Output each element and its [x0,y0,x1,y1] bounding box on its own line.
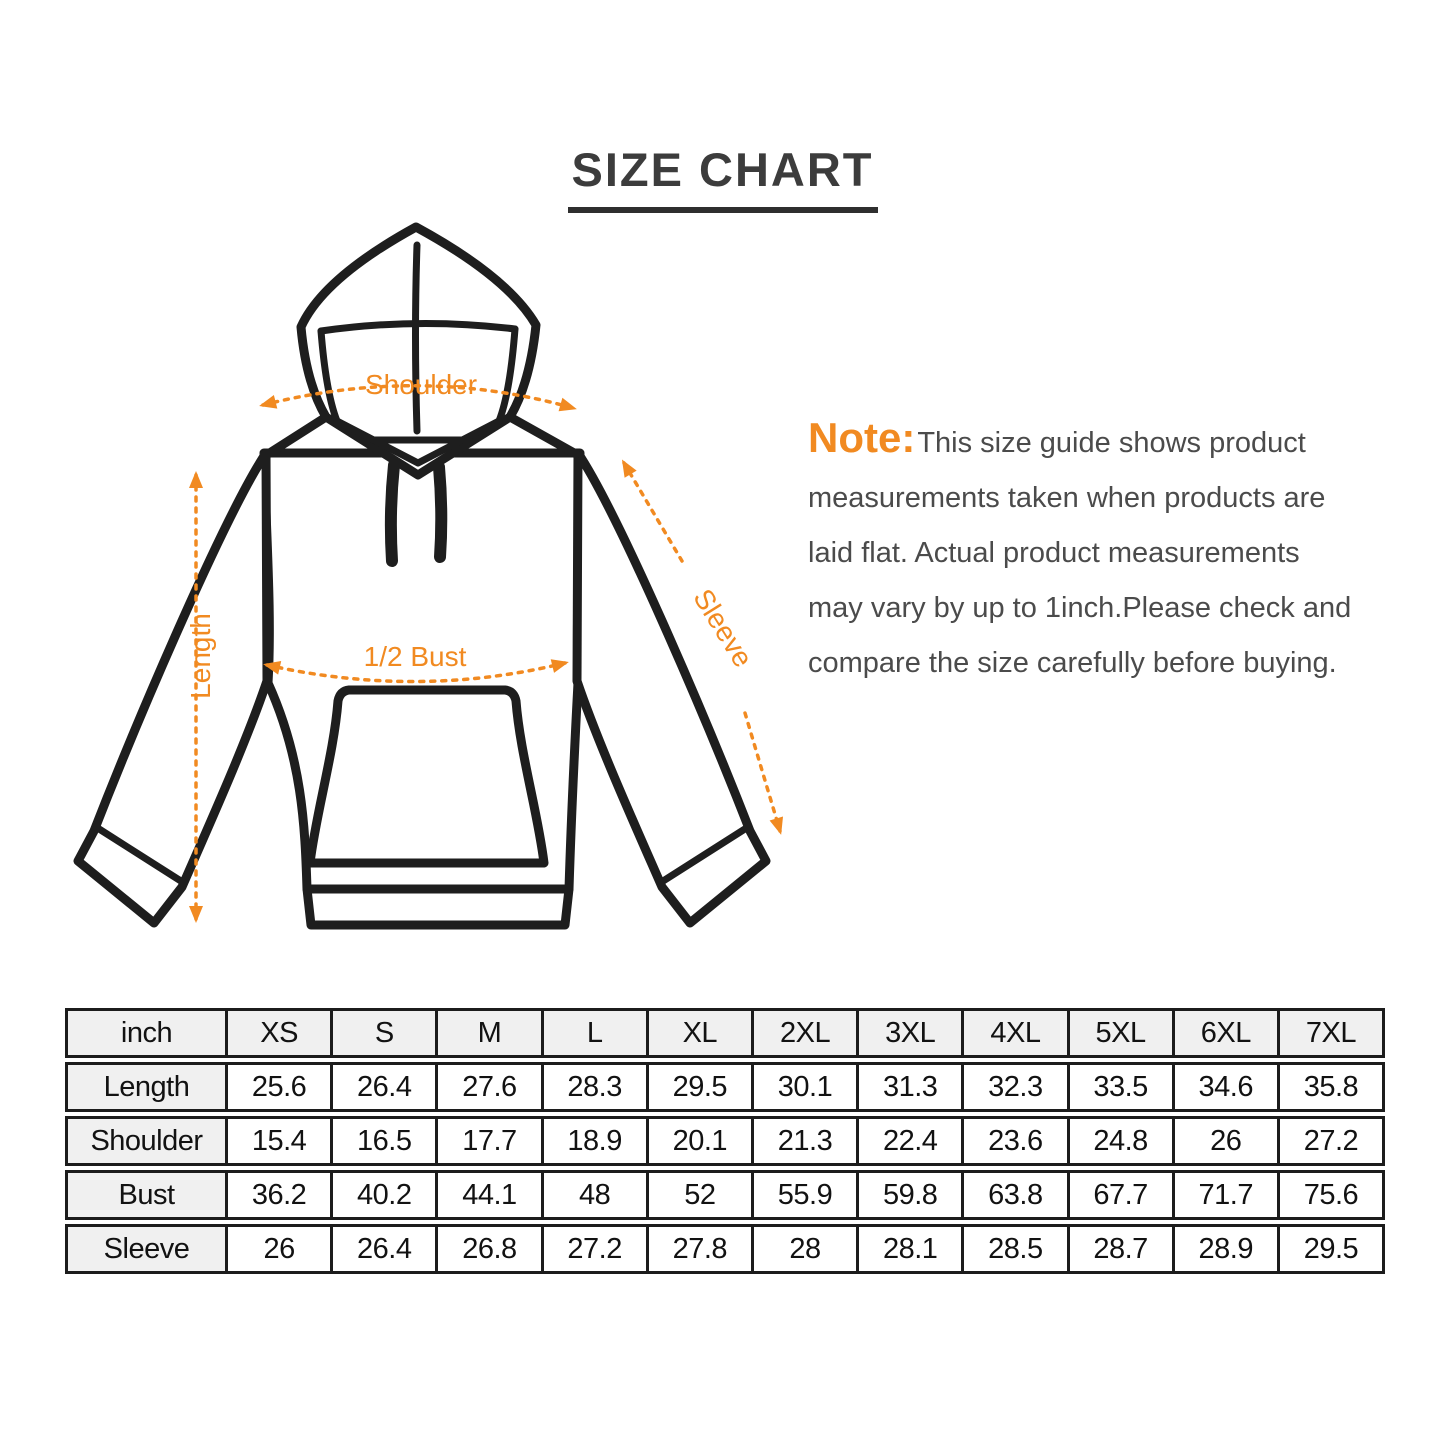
table-cell: 48 [540,1170,649,1220]
note-line: Note:This size guide shows product [808,416,1445,471]
table-cell: 27.2 [540,1224,649,1274]
hoodie-pocket [305,685,549,868]
table-size-header: 3XL [856,1008,965,1058]
table-size-header: 4XL [961,1008,1070,1058]
table-cell: 52 [645,1170,754,1220]
table-cell: 34.6 [1171,1062,1280,1112]
table-row-label: Bust [65,1170,228,1220]
table-cell: 28.7 [1066,1224,1175,1274]
table-cell: 16.5 [330,1116,439,1166]
sleeve-arrow-lower [743,711,784,835]
table-cell: 18.9 [540,1116,649,1166]
table-size-header: 7XL [1276,1008,1386,1058]
table-cell: 15.4 [225,1116,334,1166]
table-cell: 24.8 [1066,1116,1175,1166]
table-size-header: L [540,1008,649,1058]
table-cell: 26 [225,1224,334,1274]
table-cell: 32.3 [961,1062,1070,1112]
table-row: Shoulder 15.4 16.5 17.7 18.9 20.1 21.3 22.4 23.6… [65,1116,1386,1166]
table-cell: 33.5 [1066,1062,1175,1112]
table-cell: 30.1 [750,1062,860,1112]
hoodie-sleeve-right [572,448,771,928]
table-cell: 28.1 [856,1224,965,1274]
table-cell: 20.1 [645,1116,754,1166]
table-cell: 35.8 [1276,1062,1386,1112]
table-size-header: M [435,1008,544,1058]
table-cell: 27.2 [1276,1116,1386,1166]
note-text-line-2: measurements taken when products are [808,482,1326,514]
table-cell: 28.5 [961,1224,1070,1274]
table-row: inch XS S M L XL 2XL 3XL 4XL 5XL 6XL 7XL [65,1008,1386,1058]
sleeve-arrow-upper [621,459,684,563]
table-cell: 28 [750,1224,860,1274]
hood-inner-right [495,325,519,425]
length-label: Length [185,613,216,699]
table-cell: 29.5 [645,1062,754,1112]
hoodie-diagram: Shoulder Length 1/2 Bust Sleeve [73,222,784,930]
shoulder-arrow [259,384,577,412]
table-cell: 55.9 [750,1170,860,1220]
table-row-label: Length [65,1062,228,1112]
hood-inner-v [333,417,503,467]
table-row-label: Shoulder [65,1116,228,1166]
hoodie-seam-right [505,412,581,459]
note: Note:This size guide shows product measu… [808,416,1445,691]
hood-center-crease [412,241,421,435]
note-text-line-4: may vary by up to 1inch.Please check and [808,592,1352,624]
table-cell: 17.7 [435,1116,544,1166]
table-unit-header: inch [65,1008,228,1058]
table-size-header: S [330,1008,439,1058]
page-title: SIZE CHART [567,142,878,213]
table-cell: 59.8 [856,1170,965,1220]
hoodie-cuff-right [656,823,752,887]
table-cell: 67.7 [1066,1170,1175,1220]
shoulder-label: Shoulder [365,369,477,400]
table-cell: 28.3 [540,1062,649,1112]
size-table: inch XS S M L XL 2XL 3XL 4XL 5XL 6XL 7XL Length 25.6 2… [65,1008,1386,1274]
table-cell: 22.4 [856,1116,965,1166]
table-row: Sleeve 26 26.4 26.8 27.2 27.8 28 28.1 28.5 28.7 28… [65,1224,1386,1274]
table-cell: 29.5 [1276,1224,1386,1274]
drawstring-left [384,459,400,567]
half-bust-label: 1/2 Bust [364,641,467,672]
hoodie-hem-band [302,884,574,930]
sleeve-label: Sleeve [687,583,759,672]
note-text-line-1: This size guide shows product [917,427,1306,459]
table-cell: 63.8 [961,1170,1070,1220]
hoodie-cuff-left [92,823,188,887]
table-cell: 26.4 [330,1062,439,1112]
table-size-header: 6XL [1171,1008,1280,1058]
table-size-header: 5XL [1066,1008,1175,1058]
table-cell: 26.4 [330,1224,439,1274]
table-cell: 26.8 [435,1224,544,1274]
table-size-header: XS [225,1008,334,1058]
hood-inner-left [317,327,341,425]
table-cell: 28.9 [1171,1224,1280,1274]
table-cell: 44.1 [435,1170,544,1220]
table-size-header: 2XL [750,1008,860,1058]
table-cell: 31.3 [856,1062,965,1112]
table-cell: 23.6 [961,1116,1070,1166]
note-prefix: Note: [808,414,916,461]
hoodie-seam-left [263,412,331,459]
table-row-label: Sleeve [65,1224,228,1274]
table-cell: 36.2 [225,1170,334,1220]
table-row: Length 25.6 26.4 27.6 28.3 29.5 30.1 31.3 32.3 33… [65,1062,1386,1112]
hoodie-sleeve-left [73,448,272,928]
table-cell: 75.6 [1276,1170,1386,1220]
table-cell: 27.8 [645,1224,754,1274]
table-cell: 26 [1171,1116,1280,1166]
table-row: Bust 36.2 40.2 44.1 48 52 55.9 59.8 63.8 67.7 71.7… [65,1170,1386,1220]
note-text-line-5: compare the size carefully before buying… [808,647,1337,679]
table-cell: 40.2 [330,1170,439,1220]
drawstring-right [433,461,448,563]
table-size-header: XL [645,1008,754,1058]
table-cell: 27.6 [435,1062,544,1112]
note-text-line-3: laid flat. Actual product measurements [808,537,1300,569]
header: SIZE CHART [0,142,1445,213]
table-cell: 71.7 [1171,1170,1280,1220]
table-cell: 21.3 [750,1116,860,1166]
table-cell: 25.6 [225,1062,334,1112]
